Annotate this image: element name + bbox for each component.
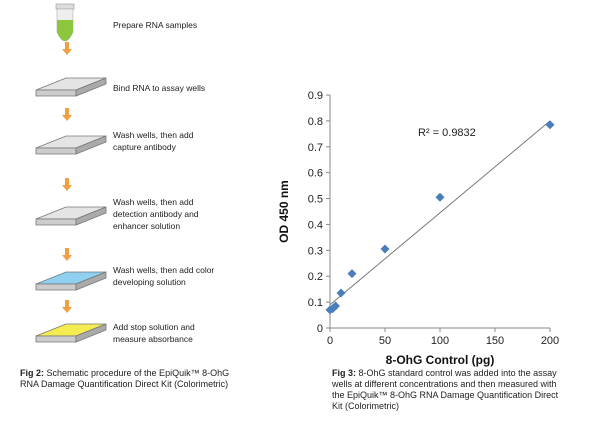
x-tick-label: 100 [431,335,449,347]
y-axis-title: OD 450 nm [277,180,291,243]
x-tick-label: 150 [486,335,504,347]
data-point [545,120,555,130]
data-point [435,192,445,202]
plate [35,77,107,97]
caption-text: Kit (Colorimetric) [332,401,400,411]
y-tick-label: 0.3 [308,245,323,257]
step-text: enhancer solution [113,221,181,231]
step: Wash wells, then add capture antibody [113,129,193,153]
y-tick-label: 0.5 [308,194,323,206]
step-text: Add stop solution and [113,322,195,332]
step-text: capture antibody [113,142,176,152]
plate [35,135,107,155]
y-tick-label: 0 [317,323,323,335]
step: Bind RNA to assay wells [113,82,205,94]
annotation: R² = 0.9832 [418,127,476,139]
caption-text: 8-OhG standard control was added into th… [356,368,557,378]
y-tick-label: 0.9 [308,90,323,102]
y-tick-label: 0.8 [308,116,323,128]
caption-label: Fig 2: [20,368,44,378]
caption-text: the EpiQuik™ 8-OhG RNA Damage Quantifica… [332,390,559,400]
x-tick-label: 50 [379,335,391,347]
step-text: measure absorbance [113,334,193,344]
step-text: Wash wells, then add [113,197,194,207]
step-text: detection antibody and [113,209,199,219]
y-tick-label: 0.7 [308,142,323,154]
data-point [331,301,340,311]
step: Prepare RNA samples [113,19,197,31]
tube [55,3,75,42]
y-tick-label: 0.4 [308,219,323,231]
plate [35,271,107,291]
y-tick-label: 0.6 [308,168,323,180]
caption-text: Schematic procedure of the EpiQuik™ 8-Oh… [44,368,230,378]
x-tick-label: 200 [541,335,559,347]
arrow [62,178,72,191]
x-axis-title: 8-OhG Control (pg) [386,353,495,367]
caption: Fig 2: Schematic procedure of the EpiQui… [20,368,229,390]
caption-label: Fig 3: [332,368,356,378]
chart: 0 0.1 0.2 0.3 0.4 0.5 0.6 0.7 0.8 0.9 0 50 100 150 200… [277,90,559,367]
step: Wash wells, then add color developing sol… [113,264,214,288]
arrow [62,300,72,313]
arrow [62,108,72,121]
trendline [329,120,551,306]
step: Add stop solution and measure absorbance [113,321,195,345]
step-text: Prepare RNA samples [113,20,198,30]
step-text: Wash wells, then add [113,130,194,140]
step-text: Wash wells, then add color [113,265,215,275]
data-point [336,288,346,298]
step-text: developing solution [113,277,186,287]
caption-text: wells at different concentrations and th… [332,379,557,389]
arrow [62,248,72,261]
plate [35,206,107,226]
step: Wash wells, then add detection antibody a… [113,196,199,232]
data-point [380,244,390,254]
y-tick-label: 0.2 [308,271,323,283]
plate [35,323,107,343]
x-tick-label: 0 [327,335,333,347]
arrow [62,42,72,55]
y-tick-label: 0.1 [308,297,323,309]
caption: Fig 3: 8-OhG standard control was added … [332,368,558,412]
caption-text: RNA Damage Quantification Direct Kit (Co… [20,379,229,389]
step-text: Bind RNA to assay wells [113,83,206,93]
data-point [347,269,357,279]
